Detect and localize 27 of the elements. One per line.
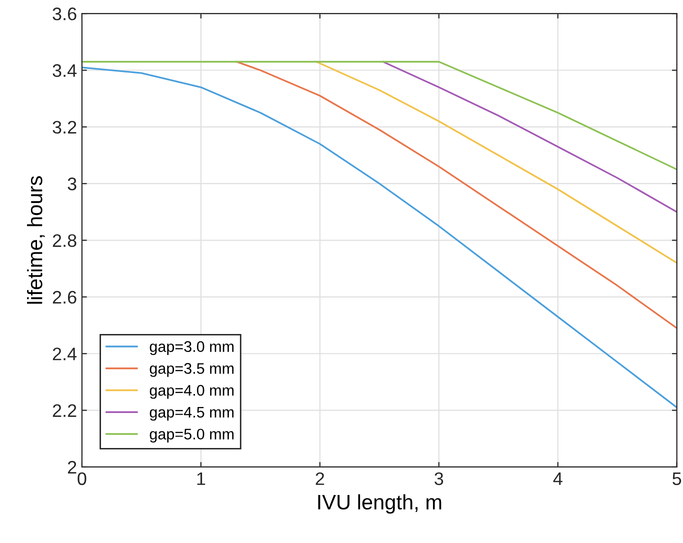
y-tick-label: 2 bbox=[68, 460, 76, 474]
y-tick-label: 2.4 bbox=[52, 348, 77, 360]
y-tick-label: 2.8 bbox=[52, 234, 76, 247]
y-tick-label: 3.2 bbox=[52, 120, 76, 134]
legend-label: gap=5.0 mm bbox=[150, 428, 234, 443]
x-tick-label: 3 bbox=[434, 472, 444, 486]
line-series bbox=[382, 60, 677, 213]
y-tick-label: 2.2 bbox=[52, 404, 76, 417]
legend-label: gap=4.5 mm bbox=[150, 406, 234, 421]
y-tick-label: 2.6 bbox=[52, 290, 76, 304]
legend-label: gap=4.0 mm bbox=[150, 384, 234, 399]
x-axis-title: IVU length, m bbox=[318, 494, 442, 514]
legend-label: gap=3.5 mm bbox=[150, 363, 234, 377]
line-series bbox=[236, 60, 677, 329]
y-axis-title: lifetime, hours bbox=[27, 176, 45, 304]
x-tick-label: 2 bbox=[316, 472, 324, 485]
line-series bbox=[82, 60, 677, 170]
x-tick-label: 5 bbox=[672, 472, 682, 486]
y-tick-label: 3.6 bbox=[52, 8, 76, 20]
y-tick-label: 3.4 bbox=[52, 64, 77, 77]
x-tick-label: 1 bbox=[197, 472, 206, 485]
x-tick-label: 0 bbox=[78, 472, 86, 486]
legend-label: gap=3.0 mm bbox=[150, 341, 234, 356]
line-series bbox=[82, 66, 677, 408]
x-tick-label: 4 bbox=[553, 472, 562, 485]
line-series bbox=[316, 60, 677, 264]
y-tick-label: 3 bbox=[68, 178, 76, 190]
